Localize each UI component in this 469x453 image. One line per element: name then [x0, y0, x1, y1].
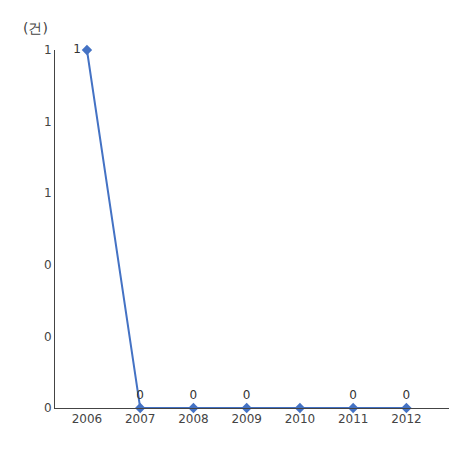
- svg-text:2010: 2010: [285, 412, 316, 426]
- svg-text:0: 0: [44, 330, 52, 344]
- svg-text:0: 0: [243, 388, 251, 402]
- svg-text:2008: 2008: [178, 412, 209, 426]
- svg-text:0: 0: [136, 388, 144, 402]
- svg-text:1: 1: [44, 43, 52, 57]
- svg-text:0: 0: [403, 388, 411, 402]
- svg-text:1: 1: [73, 42, 81, 56]
- svg-text:0: 0: [44, 401, 52, 415]
- svg-text:2012: 2012: [391, 412, 422, 426]
- svg-text:0: 0: [349, 388, 357, 402]
- svg-text:0: 0: [190, 388, 198, 402]
- svg-text:2009: 2009: [231, 412, 262, 426]
- svg-text:(건): (건): [23, 20, 48, 36]
- svg-text:2011: 2011: [338, 412, 369, 426]
- svg-text:0: 0: [44, 258, 52, 272]
- svg-text:2007: 2007: [125, 412, 156, 426]
- svg-text:1: 1: [44, 115, 52, 129]
- svg-text:1: 1: [44, 186, 52, 200]
- svg-text:2006: 2006: [72, 412, 103, 426]
